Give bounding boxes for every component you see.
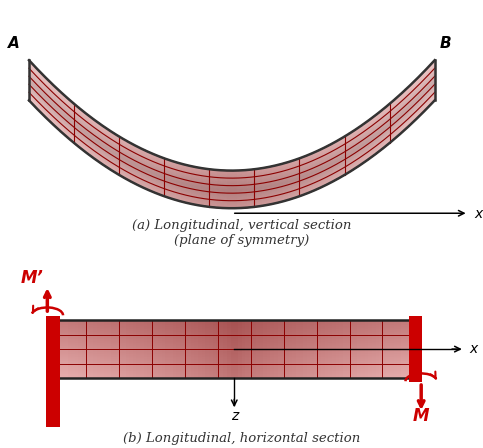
Text: M: M [412,407,429,425]
Bar [53,320,415,378]
Text: z: z [230,409,238,423]
Text: (a) Longitudinal, vertical section
(plane of symmetry): (a) Longitudinal, vertical section (plan… [132,220,351,247]
Bar [46,316,60,427]
Text: (b) Longitudinal, horizontal section: (b) Longitudinal, horizontal section [123,432,360,445]
Text: B: B [440,36,451,51]
Text: x: x [469,342,478,356]
Text: x: x [474,207,483,221]
Text: M’: M’ [21,269,43,287]
Text: A: A [8,36,19,51]
Bar [409,316,422,382]
